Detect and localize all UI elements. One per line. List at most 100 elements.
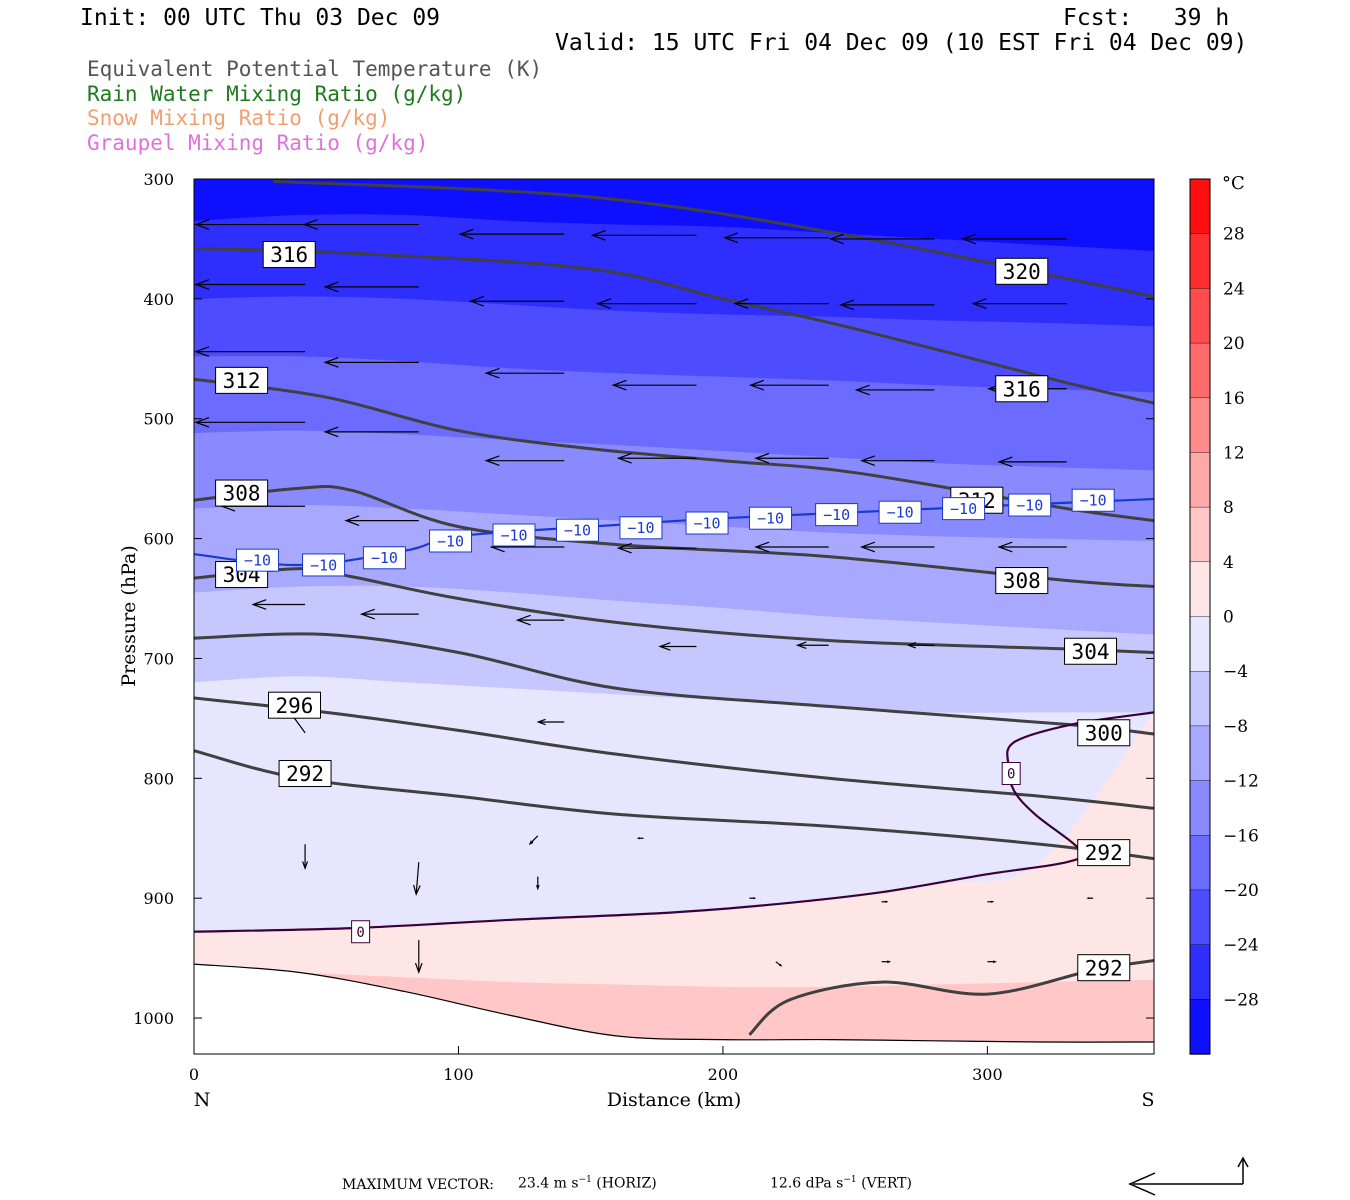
contour-label: 292 — [278, 760, 332, 788]
colorbar-swatch — [1189, 397, 1211, 454]
colorbar-swatch — [1189, 506, 1211, 563]
plot-frame — [193, 178, 1155, 1055]
colorbar: 28 24 20 16 12 8 4 0 −4 −8 −12 −16 −20 −24 −28 — [1189, 178, 1259, 1055]
wind-vector — [658, 642, 697, 651]
colorbar-tick-label: 12 — [1223, 443, 1245, 463]
wind-vector — [323, 357, 419, 368]
colorbar-swatch — [1189, 725, 1211, 782]
contour-label: −10 — [362, 546, 406, 570]
colorbar-tick-label: −4 — [1223, 662, 1248, 682]
wind-vector — [590, 229, 697, 241]
colorbar-tick-label: 28 — [1223, 225, 1245, 245]
wind-vector — [616, 452, 697, 464]
wind-vector — [997, 456, 1067, 468]
theta-e-isoline-296 — [194, 696, 1154, 810]
contour-label: −10 — [815, 503, 859, 527]
colorbar-swatch — [1189, 780, 1211, 836]
contour-label-text: −10 — [564, 522, 591, 540]
colorbar-frame — [1189, 178, 1211, 1055]
colorbar-swatch — [1189, 670, 1211, 727]
y-tick-label: 600 — [143, 530, 174, 549]
contour-label-text: 308 — [1003, 569, 1041, 593]
contour-label-text: −10 — [500, 526, 527, 544]
y-tick-label: 700 — [143, 649, 174, 668]
contour-label: 312 — [215, 366, 269, 394]
valid-time: Valid: 15 UTC Fri 04 Dec 09 (10 EST Fri … — [555, 30, 1248, 56]
contour-label-text: −10 — [310, 556, 337, 574]
wind-vector — [839, 299, 935, 311]
wind-vector — [251, 599, 306, 610]
wind-vector — [749, 897, 757, 900]
contour-label-text: −10 — [757, 510, 784, 528]
contour-label-text: 320 — [1003, 260, 1041, 284]
contour-label: 316 — [262, 241, 316, 269]
wind-vector — [611, 379, 697, 391]
contour-label: −10 — [619, 516, 663, 540]
legend-theta-e: Equivalent Potential Temperature (K) — [87, 57, 543, 81]
colorbar-tick-label: 24 — [1223, 279, 1245, 299]
wind-vector — [414, 940, 423, 974]
wind-vector — [828, 233, 935, 245]
reference-vector — [1128, 1156, 1249, 1196]
wind-vector — [536, 718, 565, 726]
y-tick-label: 800 — [143, 769, 174, 788]
x-tick-label: 0 — [189, 1065, 199, 1084]
colorbar-tick-label: 0 — [1223, 608, 1234, 628]
colorbar-tick-label: 8 — [1223, 498, 1234, 518]
contour-label-text: 316 — [270, 243, 308, 267]
contour-label: −10 — [1008, 493, 1052, 517]
legend-graupel: Graupel Mixing Ratio (g/kg) — [87, 131, 429, 155]
contour-label: −10 — [878, 500, 922, 524]
colorbar-tick-label: 16 — [1223, 389, 1245, 409]
contour-label-text: −10 — [823, 506, 850, 524]
terrain-line — [194, 963, 1154, 1043]
contour-label-text: −10 — [627, 519, 654, 537]
contour-label: 308 — [995, 567, 1049, 595]
colorbar-swatch — [1189, 342, 1211, 399]
contour-label-text: 316 — [1003, 377, 1041, 401]
wind-vector — [987, 900, 995, 903]
contour-label: 296 — [267, 691, 321, 719]
maximum-vector-vert: 12.6 dPa s−1 (VERT) — [770, 1175, 912, 1192]
wind-vector — [733, 298, 829, 310]
contour-label: 320 — [995, 257, 1049, 285]
contour-label-text: 0 — [1007, 767, 1015, 783]
contour-label-text: −10 — [1016, 496, 1043, 514]
maximum-vector-label: MAXIMUM VECTOR: — [342, 1177, 494, 1193]
legend-rain-water: Rain Water Mixing Ratio (g/kg) — [87, 82, 467, 106]
contour-label-text: 300 — [1085, 721, 1123, 745]
wind-vector — [528, 835, 539, 846]
contour-label-text: 308 — [223, 482, 261, 506]
y-tick-label: 1000 — [133, 1009, 174, 1028]
wind-vector — [971, 298, 1067, 310]
wind-vector — [323, 426, 419, 438]
colorbar-swatch — [1189, 233, 1211, 290]
colorbar-tick-label: −16 — [1223, 826, 1259, 846]
wind-vector — [859, 455, 935, 467]
x-tick-label: 300 — [972, 1065, 1003, 1084]
y-axis-label: Pressure (hPa) — [118, 545, 140, 687]
y-tick-label: 900 — [143, 889, 174, 908]
x-axis-label: Distance (km) — [607, 1089, 742, 1111]
colorbar-swatch — [1189, 288, 1211, 344]
contour-label: −10 — [492, 523, 536, 547]
forecast-hour: Fcst: 39 h — [1063, 5, 1230, 31]
colorbar-tick-label: −28 — [1223, 990, 1259, 1010]
wind-vector — [1086, 897, 1094, 900]
contour-label: −10 — [685, 511, 729, 535]
wind-vector — [616, 542, 697, 554]
wind-vector — [906, 642, 935, 649]
contour-label: −10 — [942, 497, 986, 521]
contour-label-text: 292 — [286, 762, 324, 786]
wind-vector — [987, 960, 997, 964]
contour-label: 304 — [1064, 637, 1118, 665]
contour-label: 300 — [1077, 719, 1131, 747]
colorbar-unit: °C — [1222, 173, 1245, 194]
contour-label-text: −10 — [437, 532, 464, 550]
y-tick-label: 400 — [143, 290, 174, 309]
contour-label-text: −10 — [1080, 492, 1107, 510]
temp-band — [194, 712, 1154, 1054]
wind-vector — [595, 298, 697, 310]
wind-vector — [359, 608, 419, 620]
wind-vector — [536, 876, 540, 891]
